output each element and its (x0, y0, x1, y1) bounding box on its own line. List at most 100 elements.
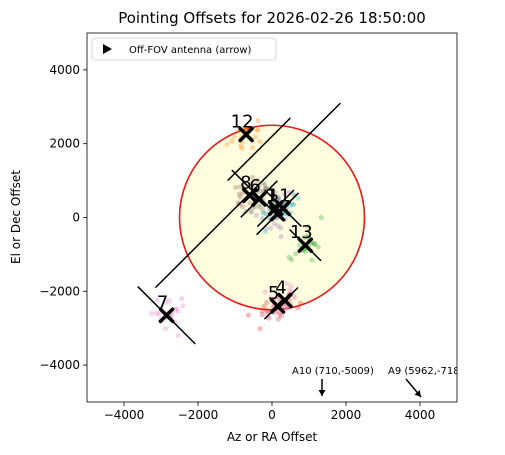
scatter-point (264, 299, 270, 306)
x-tick-label: −4000 (104, 408, 145, 422)
scatter-point (262, 229, 269, 235)
scatter-point (286, 287, 292, 293)
antenna-marker (158, 307, 175, 324)
scatter-point (284, 280, 290, 286)
off-fov-label: A10 (710,-5009) (292, 366, 374, 377)
scatter-point (297, 300, 304, 306)
scatter-point (302, 248, 309, 255)
y-tick-label: 0 (72, 211, 80, 225)
scatter-point (305, 233, 311, 239)
scatter-point (286, 254, 292, 260)
scatter-point (263, 185, 269, 191)
scatter-point (224, 141, 230, 148)
antenna-marker (238, 126, 254, 143)
scatter-point (277, 311, 283, 317)
scatter-point (249, 144, 256, 151)
antenna-label: 13 (290, 222, 313, 243)
scatter-point (262, 181, 268, 188)
scatter-point (295, 195, 301, 202)
legend: Off-FOV antenna (arrow) (91, 37, 277, 61)
x-tick-label: −2000 (178, 408, 219, 422)
antenna-marker (297, 237, 314, 253)
scatter-point (290, 201, 297, 208)
scatter-point (295, 305, 301, 311)
scatter-point (315, 244, 321, 250)
scatter-point (255, 117, 261, 124)
antenna-label: 6 (249, 176, 260, 197)
scatter-point (312, 241, 318, 247)
scatter-point (163, 325, 169, 332)
scatter-point (257, 204, 263, 210)
scatter-point (284, 305, 290, 312)
scatter-point (301, 234, 308, 241)
legend-entry-label: Off-FOV antenna (arrow) (129, 45, 252, 56)
scatter-point (233, 184, 239, 190)
antenna-marker (251, 191, 267, 207)
scatter-point (175, 332, 181, 339)
antenna-label: 11 (268, 185, 291, 206)
scatter-point (255, 178, 261, 184)
scatter-point (255, 127, 261, 133)
tick-layer: −4000 −2000 0 2000 4000 −4000 −2000 0 2000 4000 (39, 63, 435, 422)
scatter-point (256, 183, 262, 189)
scatter-point (272, 189, 278, 196)
scatter-point (263, 308, 269, 314)
scatter-point (175, 308, 181, 314)
antenna-label: 4 (275, 278, 286, 299)
scatter-point (154, 297, 160, 303)
scatter-point (154, 310, 160, 316)
scatter-point (259, 312, 265, 318)
y-axis-label: El or Dec Offset (9, 170, 23, 264)
scatter-point (293, 251, 299, 257)
scatter-point (180, 303, 186, 309)
scatter-point (245, 312, 252, 318)
scatter-point (271, 221, 278, 227)
y-tick-label: 4000 (49, 63, 80, 77)
x-tick-label: 4000 (405, 408, 436, 422)
scatter-point (257, 326, 263, 332)
scatter-point (292, 295, 298, 301)
antenna-marker (269, 206, 286, 222)
antenna-marker (242, 187, 258, 204)
off-fov-arrow-head (414, 390, 421, 397)
scatter-point (242, 181, 248, 187)
chart-title: Pointing Offsets for 2026-02-26 18:50:00 (118, 9, 426, 27)
antenna-label: 12 (231, 111, 254, 132)
scatter-point (297, 242, 303, 248)
y-tick-label: −4000 (39, 358, 80, 372)
y-tick-label: −2000 (39, 284, 80, 298)
scatter-point (278, 233, 284, 240)
scatter-point (163, 299, 169, 306)
scatter-point (237, 194, 243, 200)
scatter-point (263, 211, 269, 217)
scatter-point (262, 289, 268, 295)
scatter-point (252, 134, 258, 140)
scatter-point (260, 206, 266, 212)
antenna-label: 8 (240, 172, 251, 193)
antenna-marker-layer (158, 126, 314, 324)
x-tick-label: 0 (268, 408, 276, 422)
scatter-point (256, 202, 262, 208)
scatter-point (309, 257, 315, 263)
scatter-point (248, 209, 254, 215)
scatter-point (276, 196, 282, 202)
scatter-point (318, 214, 324, 221)
scatter-point (275, 316, 281, 322)
scatter-point (253, 126, 260, 133)
scatter-point (247, 200, 253, 206)
off-fov-arrow-layer: A10 (710,-5009) A9 (5962,-7188) (292, 366, 457, 398)
antenna-label: 7 (157, 292, 168, 313)
scatter-point (229, 138, 235, 144)
antenna-label: 1 (266, 185, 277, 206)
off-fov-arrow-head (318, 390, 326, 396)
scatter-point (231, 133, 237, 139)
scatter-point (275, 223, 281, 229)
scatter-point (156, 311, 162, 317)
scatter-point (239, 145, 245, 151)
antenna-orientation-line (227, 117, 291, 182)
antenna-label: 3 (268, 191, 279, 212)
scatter-point (179, 296, 185, 302)
scatter-point (239, 203, 246, 210)
scatter-point (289, 257, 295, 263)
